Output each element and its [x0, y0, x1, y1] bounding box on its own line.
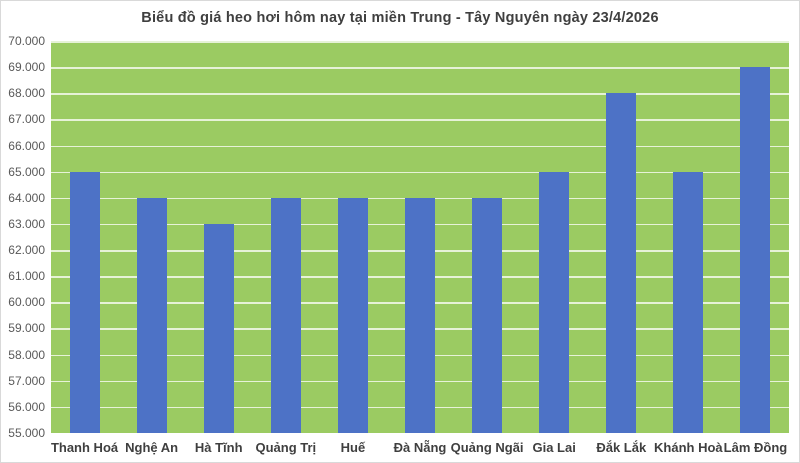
bar — [472, 197, 503, 433]
y-tick-label: 63.000 — [8, 216, 45, 231]
x-tick-label: Huế — [340, 440, 366, 455]
bar — [673, 171, 704, 433]
bar — [136, 197, 167, 433]
y-tick-label: 60.000 — [8, 295, 45, 310]
bar — [539, 171, 570, 433]
bar — [69, 171, 100, 433]
x-tick-label: Đà Nẵng — [393, 440, 447, 455]
bar — [270, 197, 301, 433]
bar — [337, 197, 368, 433]
x-tick-label: Nghệ An — [125, 440, 179, 455]
x-tick-label: Hà Tĩnh — [194, 440, 243, 455]
y-tick-label: 67.000 — [8, 112, 45, 127]
gridline — [51, 93, 789, 95]
x-tick-label: Thanh Hoá — [50, 440, 119, 455]
y-tick-label: 62.000 — [8, 243, 45, 258]
bar — [740, 67, 771, 433]
bar — [405, 197, 435, 433]
bar — [606, 93, 637, 433]
x-tick-label: Quảng Trị — [255, 440, 317, 455]
y-tick-label: 56.000 — [8, 399, 45, 414]
x-tick-label: Quảng Ngãi — [450, 440, 524, 455]
y-tick-label: 58.000 — [8, 347, 45, 362]
y-tick-label: 61.000 — [8, 269, 45, 284]
y-tick-label: 57.000 — [8, 373, 45, 388]
x-tick-label: Khánh Hoà — [654, 440, 723, 455]
gridline — [51, 41, 789, 43]
gridline — [51, 67, 789, 69]
gridline — [51, 171, 789, 174]
bar — [203, 223, 234, 433]
x-tick-label: Gia Lai — [532, 440, 576, 455]
x-tick-label: Đắk Lắk — [596, 440, 647, 455]
y-tick-label: 64.000 — [8, 190, 45, 205]
gridline — [51, 145, 789, 148]
y-tick-label: 55.000 — [8, 426, 45, 440]
y-tick-label: 66.000 — [8, 138, 45, 153]
x-tick-label: Lâm Đồng — [723, 440, 788, 455]
y-tick-label: 68.000 — [8, 86, 45, 101]
chart-title: Biểu đồ giá heo hơi hôm nay tại miền Tru… — [141, 10, 659, 26]
gridline — [51, 119, 789, 121]
y-tick-label: 70.000 — [8, 34, 45, 48]
y-tick-label: 69.000 — [8, 60, 45, 75]
y-tick-label: 65.000 — [8, 164, 45, 179]
y-tick-label: 59.000 — [8, 321, 45, 336]
plot-area — [51, 41, 789, 433]
